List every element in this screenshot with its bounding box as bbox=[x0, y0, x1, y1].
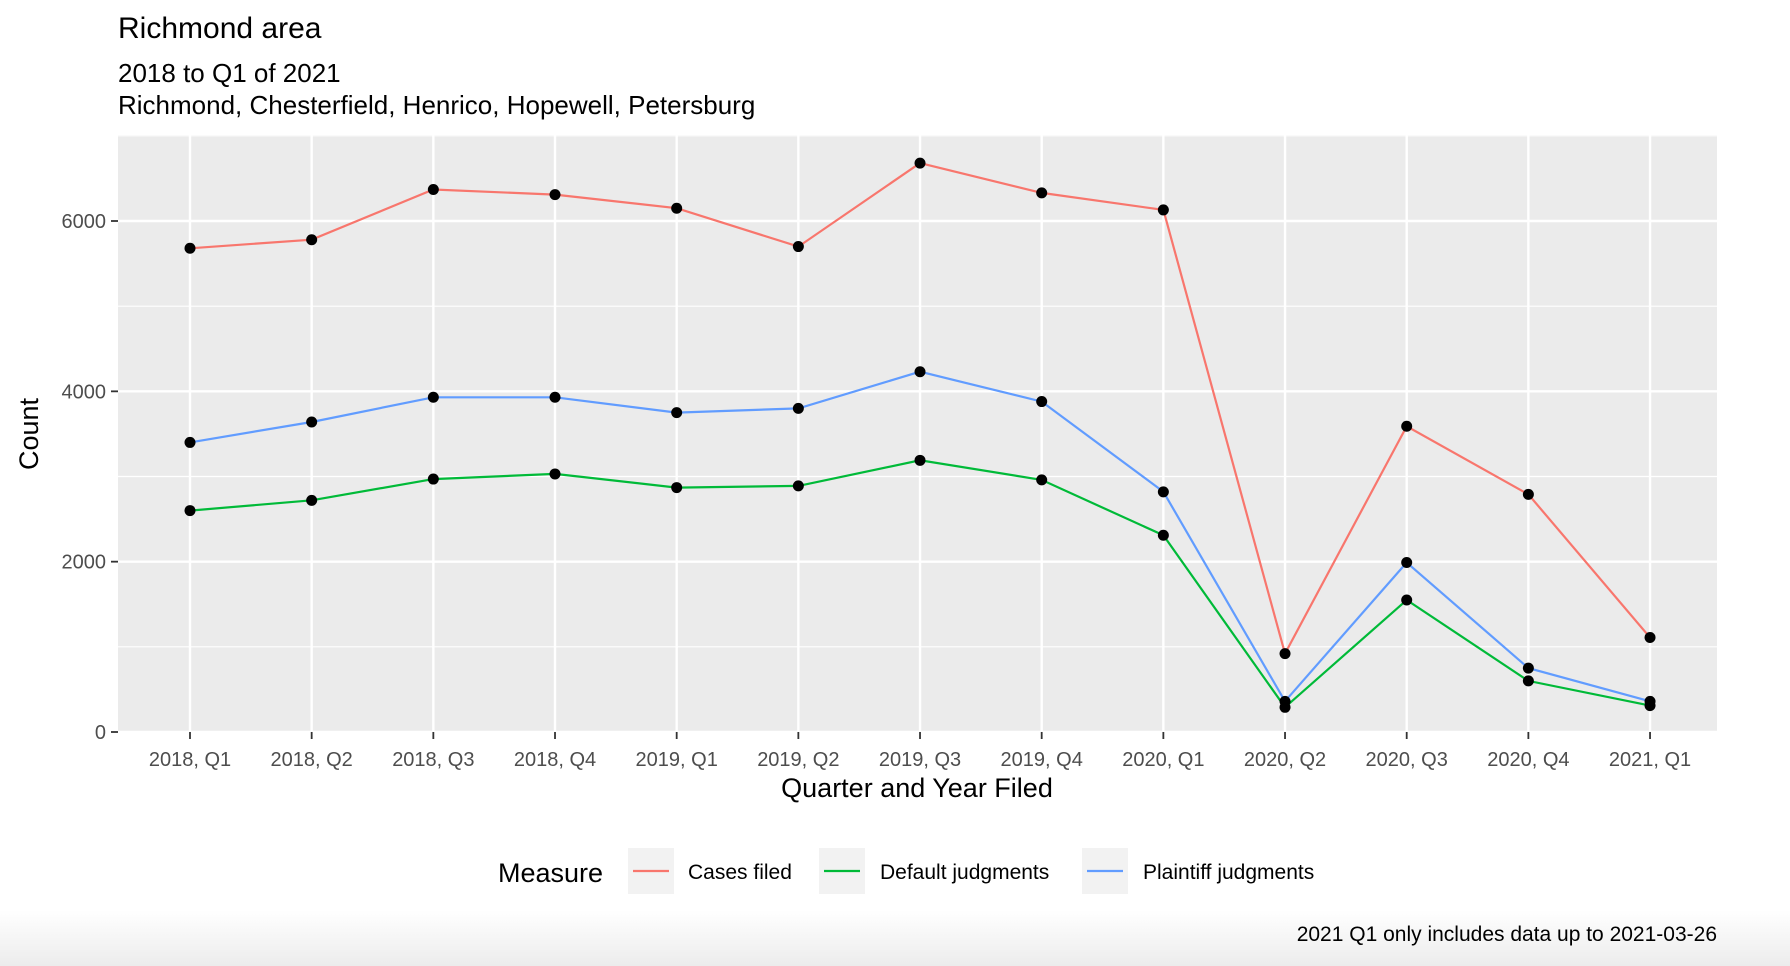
data-point bbox=[1644, 695, 1656, 707]
data-point bbox=[306, 494, 318, 506]
data-point bbox=[1522, 675, 1534, 687]
x-tick-label: 2020, Q1 bbox=[1122, 749, 1204, 771]
grid-major bbox=[118, 135, 1717, 734]
legend: Measure Cases filed Default judgments Plai… bbox=[498, 848, 1314, 894]
data-point bbox=[1522, 662, 1534, 674]
data-point bbox=[1036, 396, 1048, 408]
data-point bbox=[1401, 420, 1413, 432]
x-tick-label: 2018, Q1 bbox=[149, 749, 231, 771]
grid-minor bbox=[118, 135, 1717, 648]
y-tick-labels: 0 2000 4000 6000 bbox=[62, 211, 107, 744]
data-point bbox=[1401, 594, 1413, 606]
data-point bbox=[671, 407, 683, 419]
x-tick-label: 2020, Q4 bbox=[1487, 749, 1569, 771]
chart-subtitle-line-2: Richmond, Chesterfield, Henrico, Hopewel… bbox=[118, 90, 755, 120]
data-point bbox=[1036, 187, 1048, 199]
data-point bbox=[549, 189, 561, 201]
data-point bbox=[184, 436, 196, 448]
data-point bbox=[306, 234, 318, 246]
x-tick-label: 2019, Q3 bbox=[879, 749, 961, 771]
data-point bbox=[549, 468, 561, 480]
legend-label: Cases filed bbox=[688, 861, 792, 884]
data-point bbox=[1279, 648, 1291, 660]
data-point bbox=[1036, 474, 1048, 486]
y-axis-label: Count bbox=[14, 397, 44, 470]
legend-title: Measure bbox=[498, 858, 603, 888]
x-tick-label: 2019, Q1 bbox=[636, 749, 718, 771]
data-point bbox=[914, 366, 926, 378]
y-tick-label: 0 bbox=[95, 722, 106, 744]
x-axis-label: Quarter and Year Filed bbox=[781, 773, 1053, 803]
data-point bbox=[1644, 631, 1656, 643]
data-point bbox=[427, 183, 439, 195]
chart-subtitle-line-1: 2018 to Q1 of 2021 bbox=[118, 58, 341, 88]
data-point bbox=[914, 157, 926, 169]
legend-label: Plaintiff judgments bbox=[1143, 861, 1314, 884]
x-tick-label: 2021, Q1 bbox=[1609, 749, 1691, 771]
data-point bbox=[184, 505, 196, 517]
x-tick-labels: 2018, Q1 2018, Q2 2018, Q3 2018, Q4 2019, Q1… bbox=[149, 749, 1691, 771]
data-point bbox=[1279, 695, 1291, 707]
data-point bbox=[671, 482, 683, 494]
chart-title: Richmond area bbox=[118, 12, 322, 45]
data-point bbox=[427, 473, 439, 485]
data-point bbox=[1157, 529, 1169, 541]
data-point bbox=[1401, 557, 1413, 569]
y-tick-label: 2000 bbox=[62, 552, 107, 574]
data-point bbox=[1157, 204, 1169, 216]
axis-ticks bbox=[111, 220, 1651, 739]
data-point bbox=[184, 242, 196, 254]
x-tick-label: 2018, Q3 bbox=[392, 749, 474, 771]
data-point bbox=[792, 480, 804, 492]
footer-band bbox=[0, 910, 1790, 966]
legend-label: Default judgments bbox=[880, 861, 1049, 884]
data-point bbox=[306, 416, 318, 428]
y-tick-label: 4000 bbox=[62, 381, 107, 403]
series-points bbox=[184, 157, 1656, 713]
x-tick-label: 2020, Q3 bbox=[1366, 749, 1448, 771]
x-tick-label: 2019, Q4 bbox=[1001, 749, 1083, 771]
data-point bbox=[671, 202, 683, 214]
x-tick-label: 2019, Q2 bbox=[757, 749, 839, 771]
plot-panel bbox=[118, 135, 1717, 732]
x-tick-label: 2020, Q2 bbox=[1244, 749, 1326, 771]
data-point bbox=[792, 241, 804, 253]
data-point bbox=[1157, 486, 1169, 498]
data-point bbox=[792, 402, 804, 414]
y-tick-label: 6000 bbox=[62, 211, 107, 233]
data-point bbox=[1522, 488, 1534, 500]
x-tick-label: 2018, Q4 bbox=[514, 749, 596, 771]
data-point bbox=[914, 454, 926, 466]
x-tick-label: 2018, Q2 bbox=[271, 749, 353, 771]
data-point bbox=[427, 391, 439, 403]
chart-caption: 2021 Q1 only includes data up to 2021-03… bbox=[1297, 923, 1717, 946]
data-point bbox=[549, 391, 561, 403]
